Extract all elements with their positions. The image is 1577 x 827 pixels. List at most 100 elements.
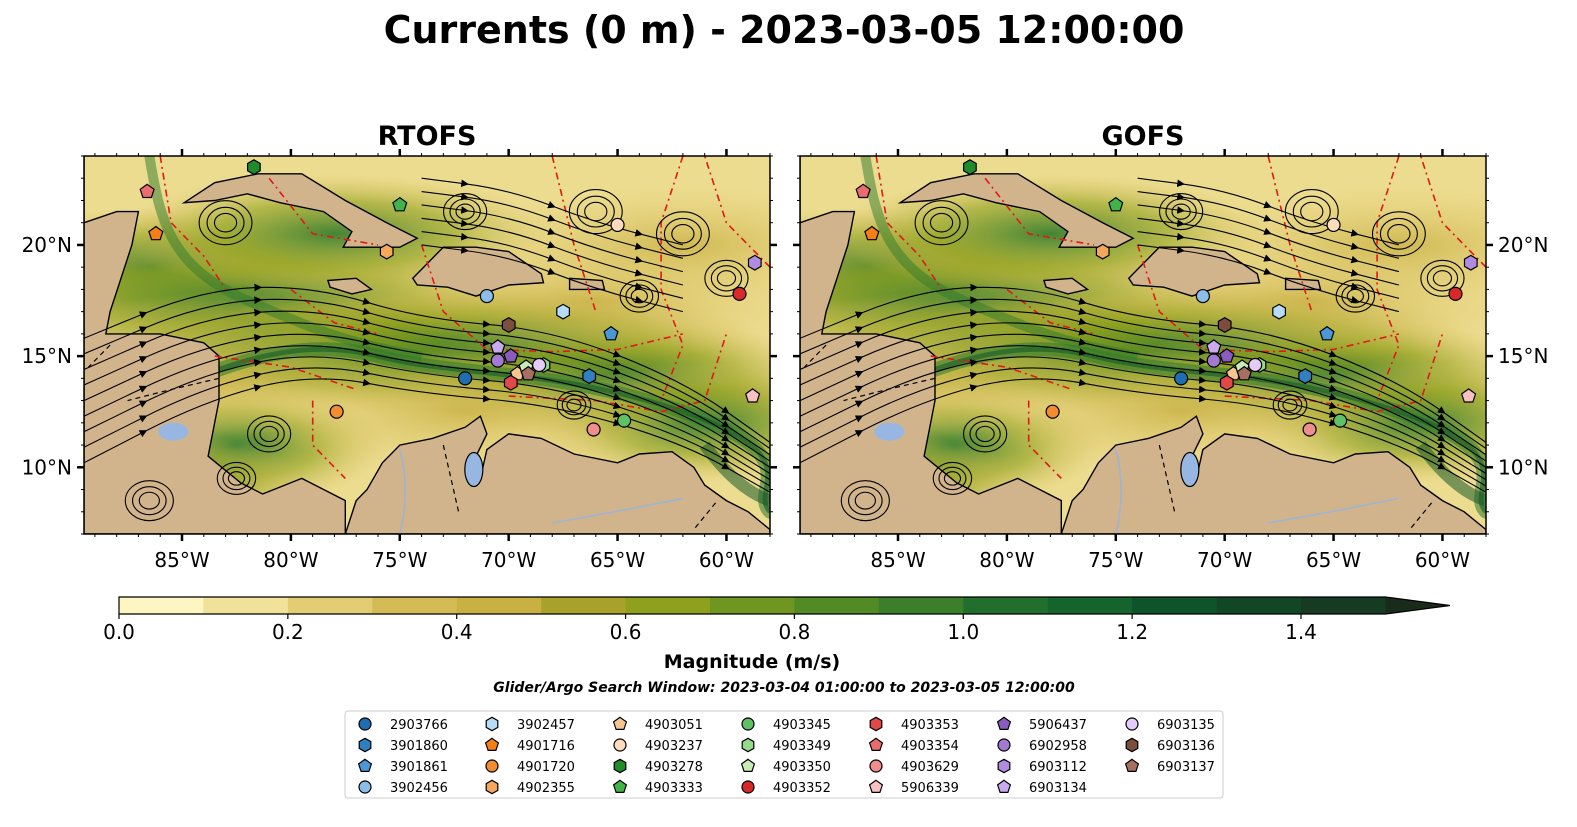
y-tick-label: 10°N: [1498, 455, 1548, 479]
legend-marker-3901861: [357, 758, 373, 773]
legend-label: 6903112: [1029, 760, 1087, 775]
map-panel-gofs: GOFS 85°W 80°W 75°W 70°W 65°W 60°W 20°N 15°N 10°N: [793, 121, 1548, 572]
colorbar-bin: [794, 597, 880, 614]
platform-4903354: [855, 183, 871, 199]
streamlines: [84, 177, 770, 522]
legend-label: 5906437: [1029, 718, 1087, 733]
platform-4903333: [392, 196, 408, 212]
land-puerto-rico: [1284, 277, 1322, 291]
legend-label: 6903135: [1157, 718, 1215, 733]
platform-4903353: [503, 374, 518, 391]
legend-marker-4903051: [612, 716, 628, 731]
legend-marker-6903112: [997, 758, 1011, 774]
legend-marker-4903345: [741, 717, 755, 731]
legend-marker-6902958: [997, 738, 1011, 752]
legend-marker-4903349: [741, 737, 755, 753]
platform-6903137: [520, 365, 536, 381]
colorbar-bin: [710, 597, 795, 614]
platform-6903135: [1248, 357, 1263, 373]
colorbar-label: Magnitude (m/s): [664, 651, 841, 673]
colorbar-tick-label: 1.2: [1116, 620, 1148, 644]
platform-4903629: [586, 422, 601, 437]
legend-label: 5906339: [901, 781, 959, 796]
legend-marker-4903333: [612, 779, 628, 794]
colorbar-tick-label: 0.6: [610, 620, 642, 644]
colorbar-tick-label: 1.0: [947, 620, 979, 644]
platform-4903278: [247, 159, 261, 176]
legend-label: 2903766: [390, 718, 448, 733]
colorbar-tick-label: 0.8: [779, 620, 811, 644]
colorbar-bin: [1216, 597, 1302, 614]
lake-maracaibo: [464, 451, 484, 488]
colorbar-bin: [1301, 597, 1386, 614]
platform-4903354: [139, 183, 155, 199]
colorbar-bin: [456, 597, 542, 614]
colorbar-bin: [878, 597, 964, 614]
platform-6903136: [501, 317, 516, 333]
legend-label: 4902355: [517, 781, 575, 796]
colorbar-tick-label: 0.4: [441, 620, 473, 644]
panel-title: RTOFS: [378, 121, 477, 152]
x-tick-label: 80°W: [979, 548, 1034, 572]
legend-marker-4901720: [485, 759, 499, 773]
colorbar-bin: [625, 597, 711, 614]
map-panel-rtofs: RTOFS 85°W 80°W 75°W 70°W 65°W 60°W 20°N 15°N 10°…: [22, 121, 777, 572]
platform-3901861: [1319, 325, 1335, 341]
legend-label: 4903353: [901, 718, 959, 733]
legend-label: 3902457: [517, 718, 575, 733]
legend-marker-4903237: [613, 738, 627, 752]
platform-4901720: [329, 404, 344, 419]
platform-4901716: [864, 225, 880, 241]
legend-marker-6903134: [996, 779, 1012, 794]
platform-3901861: [603, 325, 619, 341]
y-tick-label: 15°N: [22, 344, 72, 368]
legend-marker-4903629: [869, 759, 883, 773]
map-panels: RTOFS 85°W 80°W 75°W 70°W 65°W 60°W 20°N 15°N 10°…: [22, 121, 1549, 572]
platform-6903136: [1217, 317, 1232, 333]
colorbar-bin: [541, 597, 627, 614]
y-tick-label: 10°N: [22, 455, 72, 479]
panel-title: GOFS: [1101, 121, 1184, 152]
platform-4903237: [610, 217, 625, 233]
legend-marker-2903766: [358, 717, 372, 731]
platform-3901860: [1298, 368, 1313, 385]
legend-label: 4901716: [517, 739, 575, 754]
legend-label: 4903333: [645, 781, 703, 796]
x-tick-label: 60°W: [1415, 548, 1470, 572]
y-tick-label: 20°N: [22, 233, 72, 257]
legend-marker-4902355: [485, 779, 499, 795]
colorbar-bin: [372, 597, 458, 614]
platform-legend: 2903766 3901860 3901861 3902456 3902457 49017…: [344, 710, 1224, 799]
x-tick-label: 70°W: [481, 548, 536, 572]
legend-label: 3902456: [390, 781, 448, 796]
legend-marker-4901716: [484, 737, 500, 752]
x-tick-label: 70°W: [1197, 548, 1252, 572]
legend-marker-3902456: [358, 780, 372, 794]
platform-markers: [855, 159, 1478, 437]
colorbar-tick-label: 0.0: [103, 620, 135, 644]
legend-marker-6903136: [1125, 737, 1139, 753]
colorbar-bin: [287, 597, 373, 614]
platform-3902456: [1195, 288, 1210, 304]
platform-5906437: [1219, 348, 1235, 363]
platform-5906339: [1460, 388, 1477, 403]
platform-4902355: [1095, 243, 1110, 260]
y-tick-label: 20°N: [1498, 233, 1548, 257]
platform-3902457: [1272, 303, 1287, 320]
colorbar-tick-label: 1.4: [1285, 620, 1317, 644]
platform-6903137: [1236, 365, 1252, 381]
platform-3902457: [556, 303, 571, 320]
platform-4903237: [1326, 217, 1341, 233]
platform-6902958: [490, 353, 505, 368]
map-area: [800, 156, 1486, 534]
legend-label: 4903352: [773, 781, 831, 796]
platform-4903345: [1332, 413, 1348, 428]
legend-marker-5906339: [868, 779, 884, 794]
figure-title: Currents (0 m) - 2023-03-05 12:00:00: [384, 8, 1185, 52]
legend-label: 6902958: [1029, 739, 1087, 754]
x-tick-label: 75°W: [1088, 548, 1143, 572]
platform-6902958: [1206, 353, 1221, 368]
colorbar-bin: [1132, 597, 1218, 614]
legend-marker-5906437: [996, 716, 1012, 731]
